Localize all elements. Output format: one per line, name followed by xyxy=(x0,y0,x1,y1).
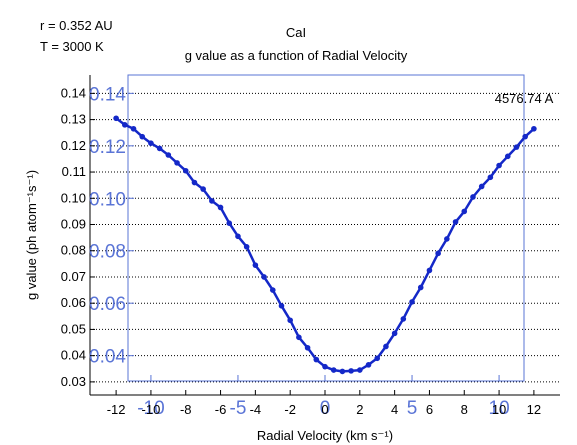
x-axis-label: Radial Velocity (km s⁻¹) xyxy=(257,428,393,443)
t-label: T = 3000 K xyxy=(40,39,104,54)
overlay-x-tick-label: 10 xyxy=(489,398,510,419)
series-line xyxy=(115,117,535,373)
data-point xyxy=(426,267,433,274)
y-tick-label: 0.04 xyxy=(61,348,86,363)
data-point xyxy=(261,274,267,280)
x-tick-label: -10 xyxy=(142,402,161,417)
overlay-y-tick-label: 0.08 xyxy=(89,242,126,263)
x-tick-label: 6 xyxy=(426,402,433,417)
data-point xyxy=(461,208,468,215)
y-tick-label: 0.07 xyxy=(61,269,86,284)
y-tick-label: 0.05 xyxy=(61,321,86,336)
data-point xyxy=(209,198,215,204)
data-point xyxy=(200,186,206,192)
data-point xyxy=(374,355,381,362)
data-point xyxy=(504,153,511,160)
overlay-ticks: 0.04 0.06 0.08 0.10 0.12 0.14 -10 -5 0 5 10 xyxy=(89,84,510,419)
axis-ticks: 0.030.040.050.060.070.080.090.100.110.12… xyxy=(61,85,541,417)
data-point xyxy=(487,174,494,181)
overlay-y-tick-label: 0.12 xyxy=(89,137,126,158)
overlay-y-tick-label: 0.14 xyxy=(89,84,126,105)
data-point xyxy=(409,299,415,305)
overlay-x-tick-label: 0 xyxy=(320,398,331,419)
data-point xyxy=(217,204,224,211)
overlay-x-tick-label: -10 xyxy=(137,398,164,419)
data-point xyxy=(287,317,293,324)
data-point xyxy=(226,220,233,226)
x-tick-label: -6 xyxy=(215,402,227,417)
data-point xyxy=(130,125,137,132)
y-tick-label: 0.12 xyxy=(61,138,86,153)
data-point xyxy=(182,167,189,174)
wavelength-label: 4576.74 A xyxy=(495,91,554,106)
data-point xyxy=(174,160,180,166)
data-point xyxy=(496,162,502,169)
x-tick-label: -8 xyxy=(180,402,192,417)
data-point xyxy=(400,316,407,322)
data-point xyxy=(513,144,520,150)
overlay-y-tick-label: 0.04 xyxy=(89,347,126,368)
data-point xyxy=(296,334,302,341)
data-point xyxy=(156,145,163,152)
y-tick-label: 0.11 xyxy=(62,164,86,179)
x-tick-label: 2 xyxy=(356,402,363,417)
data-point xyxy=(122,122,128,128)
y-tick-label: 0.03 xyxy=(61,374,86,389)
data-point xyxy=(357,367,363,373)
data-point xyxy=(339,368,346,375)
overlay-y-tick-label: 0.06 xyxy=(89,294,126,315)
data-point xyxy=(470,194,476,200)
grid-lines xyxy=(90,92,560,383)
y-tick-label: 0.06 xyxy=(61,295,86,310)
data-point xyxy=(322,363,328,370)
species-label: CaI xyxy=(286,25,306,40)
x-tick-label: -12 xyxy=(107,402,126,417)
data-point xyxy=(444,236,450,242)
data-point xyxy=(365,362,372,368)
y-tick-label: 0.09 xyxy=(61,217,86,232)
x-tick-label: 8 xyxy=(461,402,468,417)
overlay-y-tick-label: 0.10 xyxy=(89,189,126,210)
data-point xyxy=(531,125,537,132)
overlay-x-tick-label: -5 xyxy=(230,398,247,419)
data-point xyxy=(478,183,485,190)
y-tick-label: 0.10 xyxy=(61,190,86,205)
data-point xyxy=(165,152,172,158)
overlay-frame xyxy=(127,74,525,382)
data-point xyxy=(304,344,311,351)
data-point xyxy=(417,284,424,291)
y-axis-label: g value (ph atom⁻¹s⁻¹) xyxy=(24,170,39,300)
y-tick-label: 0.13 xyxy=(61,112,86,127)
r-label: r = 0.352 AU xyxy=(40,18,113,33)
data-point xyxy=(391,330,398,337)
series-layer xyxy=(113,115,537,375)
overlay-x-tick-label: 5 xyxy=(407,398,418,419)
y-tick-label: 0.14 xyxy=(61,85,86,100)
x-tick-label: -2 xyxy=(284,402,296,417)
data-point xyxy=(139,133,146,140)
data-point xyxy=(348,368,354,374)
data-point xyxy=(148,140,154,146)
y-tick-label: 0.08 xyxy=(61,243,86,258)
data-point xyxy=(313,356,320,363)
chart-title: g value as a function of Radial Velocity xyxy=(185,48,408,63)
data-point xyxy=(113,115,119,122)
x-tick-label: 12 xyxy=(527,402,541,417)
data-point xyxy=(278,303,285,309)
x-tick-label: 0 xyxy=(321,402,328,417)
data-point xyxy=(191,179,198,186)
data-point xyxy=(522,133,528,140)
data-point xyxy=(452,219,459,225)
data-point xyxy=(269,287,276,293)
data-point xyxy=(435,250,441,257)
x-tick-label: 4 xyxy=(391,402,398,417)
x-tick-label: -4 xyxy=(250,402,262,417)
data-point xyxy=(243,244,250,250)
x-tick-label: 10 xyxy=(492,402,506,417)
data-point xyxy=(383,343,389,350)
data-point xyxy=(235,233,241,240)
data-point xyxy=(252,262,259,268)
data-point xyxy=(330,367,337,373)
